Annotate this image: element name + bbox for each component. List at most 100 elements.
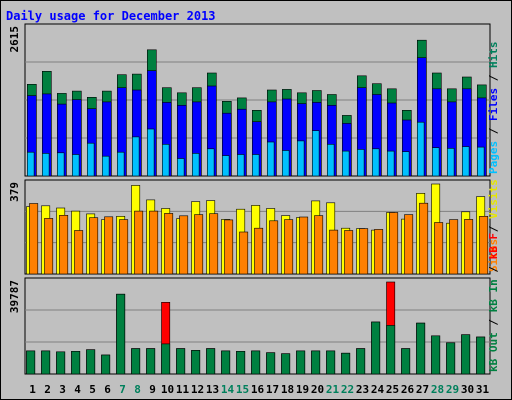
bar-pages-day-25 (386, 150, 395, 177)
bar-sites-day-20 (314, 215, 324, 275)
bar-pages-day-11 (177, 158, 185, 177)
bar-sites-day-7 (119, 219, 129, 275)
x-tick-label-20: 20 (311, 383, 324, 396)
bar-kb-in-day-21 (326, 350, 336, 375)
bar-kb-in-day-24 (371, 321, 381, 375)
legend-entry: / (487, 219, 500, 239)
bar-sites-day-15 (239, 231, 249, 275)
bar-pages-day-14 (222, 155, 230, 177)
bar-kb-in-day-25 (386, 325, 396, 375)
bar-sites-day-29 (449, 219, 459, 275)
bar-pages-day-29 (446, 148, 455, 177)
bar-sites-day-3 (59, 215, 69, 275)
bar-pages-day-9 (147, 128, 155, 177)
legend-entry: / (487, 121, 500, 141)
bar-pages-day-20 (311, 130, 320, 177)
bar-sites-day-8 (134, 210, 144, 275)
legend-entry: / (487, 259, 500, 279)
x-tick-label-8: 8 (134, 383, 141, 396)
legend-entry: kB Out (487, 332, 500, 372)
bar-pages-day-8 (132, 136, 140, 177)
x-tick-label-24: 24 (371, 383, 385, 396)
bar-kb-in-day-29 (446, 342, 456, 375)
bar-sites-day-23 (359, 228, 369, 275)
bar-pages-day-6 (102, 155, 110, 177)
bar-kb-in-day-13 (206, 348, 216, 375)
x-tick-label-13: 13 (206, 383, 219, 396)
bar-pages-day-27 (416, 121, 425, 177)
bar-sites-day-12 (194, 214, 204, 275)
bar-pages-day-2 (41, 153, 50, 177)
x-tick-label-1: 1 (29, 383, 36, 396)
bar-kb-in-day-1 (26, 350, 36, 375)
series-legend: Pages / Files / Hits (487, 42, 500, 175)
x-tick-label-30: 30 (461, 383, 474, 396)
legend-entry: Visits (487, 179, 500, 219)
bar-kb-in-day-22 (341, 352, 351, 375)
bar-kb-in-day-14 (221, 350, 231, 375)
bar-sites-day-10 (164, 213, 174, 275)
x-tick-label-6: 6 (104, 383, 111, 396)
bar-kb-in-day-23 (356, 348, 366, 375)
legend-entry: Pages (487, 141, 500, 174)
bar-sites-day-24 (374, 229, 384, 275)
bar-kb-in-day-28 (431, 335, 441, 375)
bar-kb-in-day-10 (161, 343, 171, 375)
bar-pages-day-28 (431, 147, 440, 177)
bar-pages-day-24 (371, 148, 380, 177)
x-tick-label-27: 27 (416, 383, 429, 396)
chart-panels: 2615 Pages / Files / Hits 379 Sites / Visit… (8, 23, 500, 375)
bar-sites-day-16 (254, 227, 264, 275)
bar-sites-day-17 (269, 220, 279, 275)
x-tick-label-25: 25 (386, 383, 399, 396)
legend-entry: / (487, 68, 500, 88)
bar-kb-in-day-7 (116, 293, 126, 375)
bar-sites-day-22 (344, 230, 354, 275)
bar-kb-in-day-20 (311, 350, 321, 375)
x-tick-label-10: 10 (161, 383, 174, 396)
bar-sites-day-13 (209, 213, 219, 275)
bar-sites-day-6 (104, 216, 114, 275)
x-tick-label-15: 15 (236, 383, 249, 396)
bar-sites-day-4 (74, 230, 84, 275)
bar-pages-day-15 (237, 154, 245, 177)
x-tick-label-4: 4 (74, 383, 81, 396)
bar-kb-in-day-26 (401, 348, 411, 375)
bar-sites-day-19 (299, 216, 309, 275)
x-tick-label-17: 17 (266, 383, 279, 396)
x-tick-label-14: 14 (221, 383, 235, 396)
legend-entry: / (487, 312, 500, 332)
bar-sites-day-9 (149, 210, 159, 275)
bar-sites-day-11 (179, 215, 189, 275)
x-tick-label-16: 16 (251, 383, 265, 396)
bar-kb-in-day-8 (131, 348, 141, 375)
bar-sites-day-26 (404, 214, 414, 275)
chart-title: Daily usage for December 2013 (6, 9, 216, 23)
bar-pages-day-18 (281, 150, 290, 177)
bar-kb-in-day-11 (176, 348, 186, 375)
bar-pages-day-30 (461, 146, 470, 177)
x-tick-label-19: 19 (296, 383, 309, 396)
bar-pages-day-3 (56, 152, 65, 177)
bar-kb-in-day-2 (41, 350, 51, 375)
legend-entry: kB In (487, 279, 500, 312)
bar-sites-day-18 (284, 219, 294, 275)
bar-kb-in-day-5 (86, 349, 96, 375)
x-tick-label-11: 11 (176, 383, 190, 396)
bar-pages-day-16 (252, 154, 260, 177)
bar-kb-in-day-3 (56, 351, 66, 375)
panel-hits-files-pages: 2615 Pages / Files / Hits (8, 23, 500, 177)
bar-kb-in-day-31 (476, 336, 486, 375)
x-tick-label-3: 3 (59, 383, 66, 396)
bar-pages-day-22 (341, 150, 350, 177)
bar-pages-day-12 (192, 153, 200, 177)
legend-entry: Hits (487, 42, 500, 69)
bar-pages-day-5 (87, 142, 95, 177)
x-tick-label-29: 29 (446, 383, 459, 396)
bar-pages-day-1 (26, 151, 35, 177)
bar-sites-day-30 (464, 219, 474, 275)
series-legend: kB Out / kB In / kB F (487, 233, 500, 372)
bar-kb-in-day-30 (461, 334, 471, 375)
bar-kb-in-day-17 (266, 352, 276, 375)
